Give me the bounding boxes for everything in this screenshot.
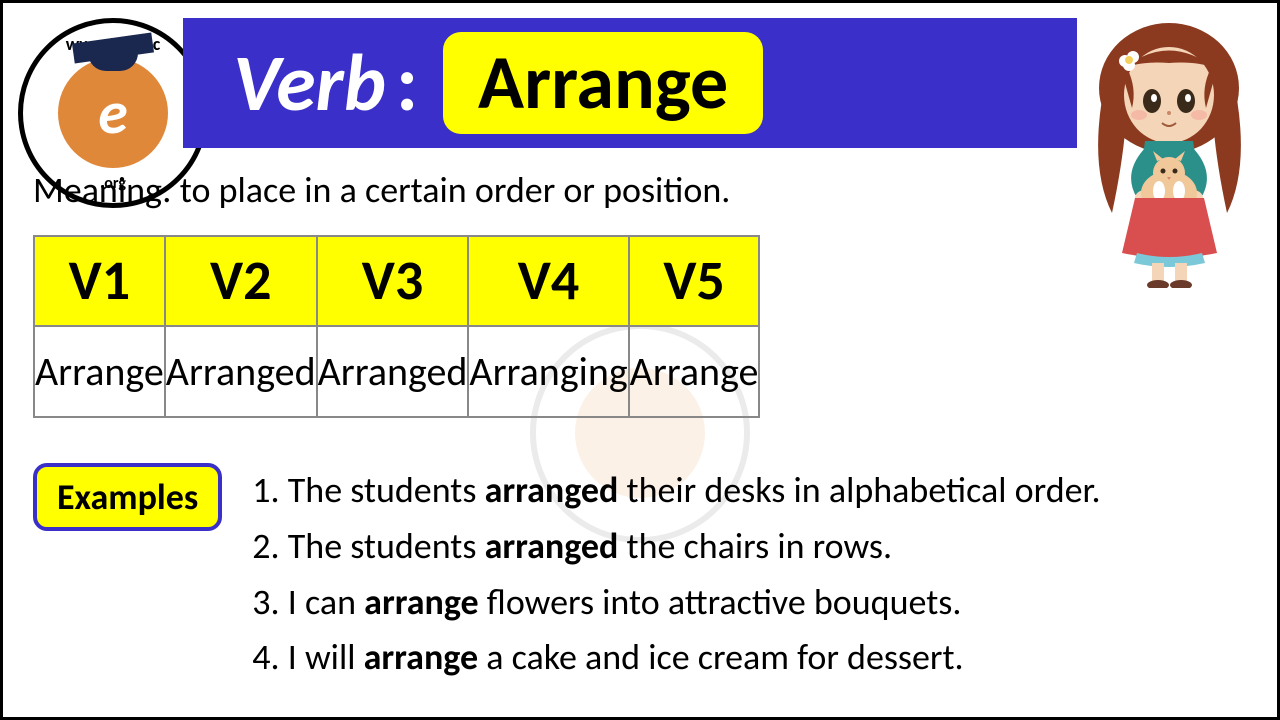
mortarboard-icon (73, 38, 153, 68)
verb-forms-table: V1 V2 V3 V4 V5 Arrange Arranged Arranged… (33, 235, 760, 418)
cell-v4: Arranging (468, 326, 628, 417)
table-header-row: V1 V2 V3 V4 V5 (34, 236, 759, 326)
col-v3: V3 (317, 236, 469, 326)
meaning-label: Meaning: (33, 168, 180, 212)
cell-v5: Arrange (629, 326, 760, 417)
mascot-illustration (1077, 13, 1262, 288)
header-band: Verb : Arrange (183, 18, 1077, 148)
table-forms-row: Arrange Arranged Arranged Arranging Arra… (34, 326, 759, 417)
col-v5: V5 (629, 236, 760, 326)
examples-section: Examples 1. The students arranged their … (33, 463, 1247, 686)
example-item: 2. The students arranged the chairs in r… (252, 519, 1100, 575)
verb-label: Verb (233, 35, 386, 132)
verb-word: Arrange (478, 37, 728, 129)
example-item: 3. I can arrange flowers into attractive… (252, 575, 1100, 631)
cell-v3: Arranged (317, 326, 469, 417)
col-v4: V4 (468, 236, 628, 326)
logo-letter: e (98, 77, 127, 150)
meaning-row: Meaning: to place in a certain order or … (33, 168, 730, 212)
col-v1: V1 (34, 236, 165, 326)
col-v2: V2 (165, 236, 317, 326)
example-item: 1. The students arranged their desks in … (252, 463, 1100, 519)
examples-list: 1. The students arranged their desks in … (252, 463, 1100, 686)
verb-word-highlight: Arrange (443, 32, 763, 134)
verb-colon: : (396, 35, 418, 132)
example-item: 4. I will arrange a cake and ice cream f… (252, 630, 1100, 686)
cell-v1: Arrange (34, 326, 165, 417)
cell-v2: Arranged (165, 326, 317, 417)
logo-inner-circle: e (58, 58, 168, 168)
examples-badge: Examples (33, 463, 222, 531)
meaning-text: to place in a certain order or position. (180, 168, 731, 212)
